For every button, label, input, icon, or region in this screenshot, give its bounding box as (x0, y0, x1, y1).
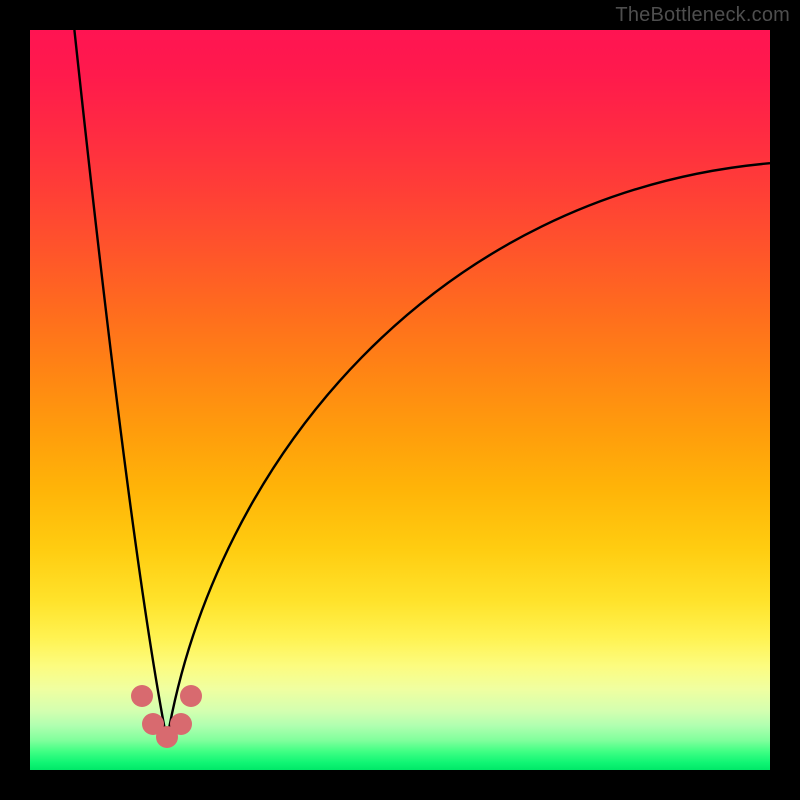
curve-layer (30, 30, 770, 770)
watermark-text: TheBottleneck.com (615, 4, 790, 27)
curve-dip-marker (180, 685, 202, 707)
curve-dip-marker (170, 713, 192, 735)
bottleneck-curve (74, 30, 770, 740)
curve-dip-marker (131, 685, 153, 707)
plot-area (30, 30, 770, 770)
